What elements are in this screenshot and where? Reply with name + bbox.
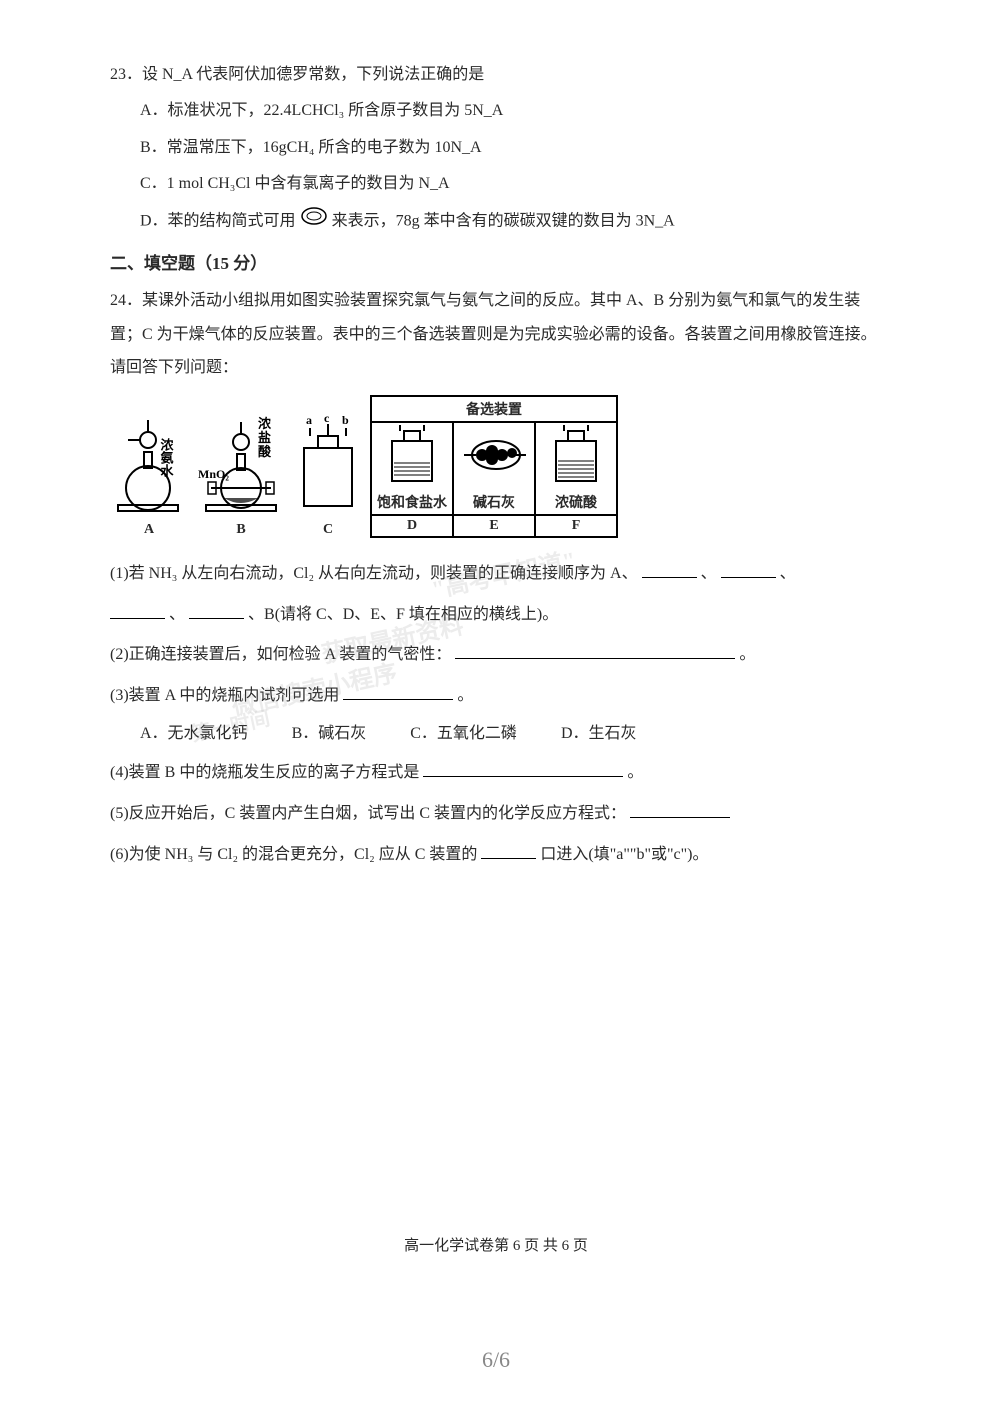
sub-q1-line2: 、 、B(请将 C、D、E、F 填在相应的横线上)。 xyxy=(110,597,882,634)
sub-q6-pre: (6)为使 NH₃ 与 Cl₂ 的混合更充分，Cl₂ 应从 C 装置的 xyxy=(110,846,477,863)
sub-q2-post: 。 xyxy=(739,646,755,663)
sub-q6: (6)为使 NH₃ 与 Cl₂ 的混合更充分，Cl₂ 应从 C 装置的 口进入(… xyxy=(110,837,882,874)
apparatus-a-label: A xyxy=(144,522,154,538)
sub-q3-options: A．无水氯化钙 B．碱石灰 C．五氧化二磷 D．生石灰 xyxy=(110,719,882,749)
svg-text:a: a xyxy=(306,413,312,427)
blank-1d[interactable] xyxy=(189,601,244,619)
option-table-header: 备选装置 xyxy=(371,396,617,422)
svg-text:盐: 盐 xyxy=(258,430,271,445)
sub-q1-pre: (1)若 NH₃ 从左向右流动，Cl₂ 从右向左流动，则装置的正确连接顺序为 A… xyxy=(110,565,638,582)
bottle-f-icon xyxy=(540,425,612,487)
apparatus-b: 浓 盐 酸 MnO₂ B xyxy=(196,410,286,538)
apparatus-b-label: B xyxy=(236,522,245,538)
blank-4[interactable] xyxy=(423,759,623,777)
svg-text:浓: 浓 xyxy=(258,416,272,431)
q23-option-d: D．苯的结构简式可用 来表示，78g 苯中含有的碳碳双键的数目为 3N_A xyxy=(110,206,882,237)
sep: 、 xyxy=(701,565,717,582)
flask-a-icon: 浓氨水 xyxy=(110,410,188,518)
page-counter: 6/6 xyxy=(0,1347,992,1373)
apparatus-c: a c b C xyxy=(294,410,362,538)
blank-3[interactable] xyxy=(343,682,453,700)
q3-opt-a: A．无水氯化钙 xyxy=(140,725,248,742)
sub-q5-pre: (5)反应开始后，C 装置内产生白烟，试写出 C 装置内的化学反应方程式： xyxy=(110,805,626,822)
svg-text:c: c xyxy=(324,411,330,425)
option-d-label: D xyxy=(371,515,453,537)
bottle-c-icon: a c b xyxy=(294,410,362,518)
q3-opt-d: D．生石灰 xyxy=(561,725,637,742)
sep: 、 xyxy=(169,606,185,623)
bottle-d-icon xyxy=(376,425,448,487)
sub-q1: (1)若 NH₃ 从左向右流动，Cl₂ 从右向左流动，则装置的正确连接顺序为 A… xyxy=(110,556,882,593)
flask-b-icon: 浓 盐 酸 MnO₂ xyxy=(196,410,286,518)
q23-stem: 23．设 N_A 代表阿伏加德罗常数，下列说法正确的是 xyxy=(110,60,882,90)
section-header: 二、填空题（15 分） xyxy=(110,249,882,274)
apparatus-c-label: C xyxy=(323,522,333,538)
tube-e-icon xyxy=(458,425,530,487)
page-footer: 高一化学试卷第 6 页 共 6 页 xyxy=(110,1234,882,1255)
blank-6[interactable] xyxy=(481,841,536,859)
sub-q5: (5)反应开始后，C 装置内产生白烟，试写出 C 装置内的化学反应方程式： xyxy=(110,796,882,833)
blank-5[interactable] xyxy=(630,800,730,818)
diagram-area: 浓氨水 A 浓 盐 酸 MnO₂ B xyxy=(110,395,882,538)
sub-q3-pre: (3)装置 A 中的烧瓶内试剂可选用 xyxy=(110,687,339,704)
sub-q4: (4)装置 B 中的烧瓶发生反应的离子方程式是 。 xyxy=(110,755,882,792)
option-e-cell: 碱石灰 xyxy=(453,422,535,515)
q23-option-b: B．常温常压下，16gCH₄ 所含的电子数为 10N_A xyxy=(110,133,882,163)
sub-q3-post: 。 xyxy=(457,687,473,704)
svg-text:b: b xyxy=(342,413,349,427)
option-f-caption: 浓硫酸 xyxy=(540,492,612,512)
exam-page: 23．设 N_A 代表阿伏加德罗常数，下列说法正确的是 A．标准状况下，22.4… xyxy=(0,0,992,1295)
blank-1a[interactable] xyxy=(642,560,697,578)
benzene-icon xyxy=(300,206,328,237)
sep: 、 xyxy=(780,565,796,582)
option-table: 备选装置 饱和食盐水 xyxy=(370,395,618,538)
sub-q4-pre: (4)装置 B 中的烧瓶发生反应的离子方程式是 xyxy=(110,764,419,781)
sub-q3: (3)装置 A 中的烧瓶内试剂可选用 。 xyxy=(110,678,882,715)
q23-option-a: A．标准状况下，22.4LCHCl₃ 所含原子数目为 5N_A xyxy=(110,96,882,126)
sub-q2-pre: (2)正确连接装置后，如何检验 A 装置的气密性： xyxy=(110,646,451,663)
option-f-label: F xyxy=(535,515,617,537)
option-e-caption: 碱石灰 xyxy=(458,492,530,512)
sub-q2: (2)正确连接装置后，如何检验 A 装置的气密性： 。 xyxy=(110,637,882,674)
apparatus-a: 浓氨水 A xyxy=(110,410,188,538)
option-d-caption: 饱和食盐水 xyxy=(376,492,448,512)
option-e-label: E xyxy=(453,515,535,537)
sub-q4-post: 。 xyxy=(627,764,643,781)
sub-q6-post: 口进入(填"a""b"或"c")。 xyxy=(540,846,708,863)
sub-q1-line2-post: 、B(请将 C、D、E、F 填在相应的横线上)。 xyxy=(248,606,558,623)
q3-opt-c: C．五氧化二磷 xyxy=(410,725,517,742)
svg-text:浓氨水: 浓氨水 xyxy=(159,437,175,478)
q23-option-c: C．1 mol CH₃Cl 中含有氯离子的数目为 N_A xyxy=(110,169,882,199)
blank-1c[interactable] xyxy=(110,601,165,619)
q23-d-post: 来表示，78g 苯中含有的碳碳双键的数目为 3N_A xyxy=(332,212,675,229)
q24-intro: 24．某课外活动小组拟用如图实验装置探究氯气与氨气之间的反应。其中 A、B 分别… xyxy=(110,284,882,385)
blank-1b[interactable] xyxy=(721,560,776,578)
option-d-cell: 饱和食盐水 xyxy=(371,422,453,515)
svg-text:MnO₂: MnO₂ xyxy=(198,467,229,481)
q23-d-pre: D．苯的结构简式可用 xyxy=(140,212,296,229)
option-f-cell: 浓硫酸 xyxy=(535,422,617,515)
q3-opt-b: B．碱石灰 xyxy=(292,725,367,742)
svg-text:酸: 酸 xyxy=(258,444,272,459)
blank-2[interactable] xyxy=(455,641,735,659)
